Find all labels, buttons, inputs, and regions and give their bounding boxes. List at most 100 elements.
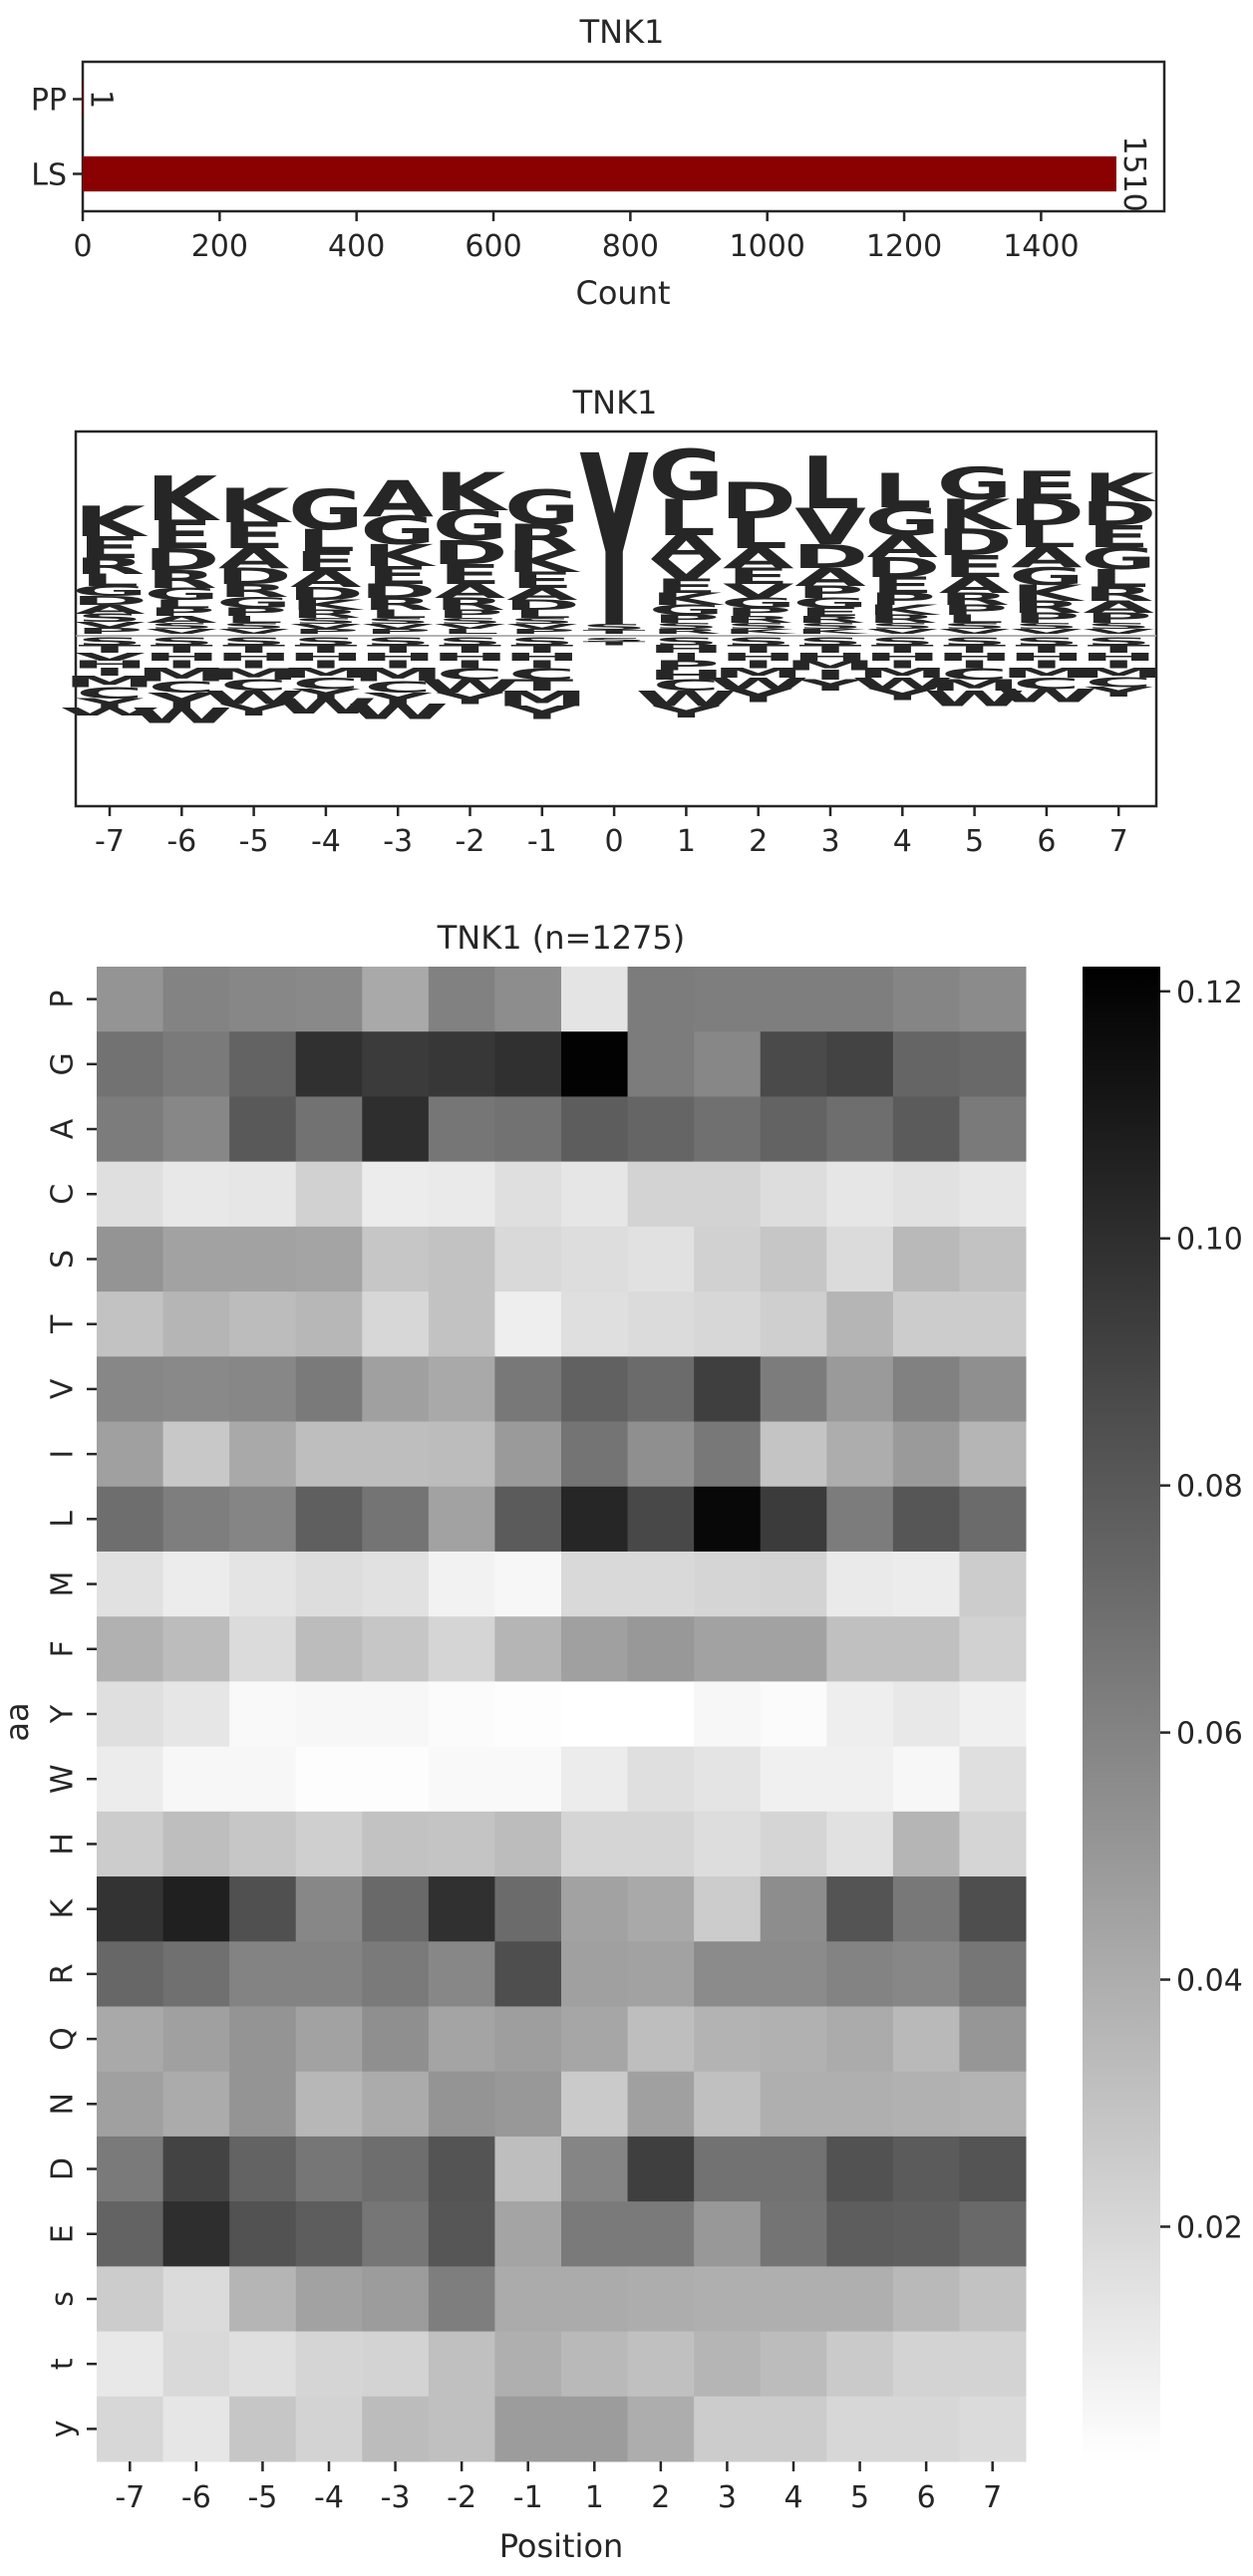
heatmap-cell (295, 2331, 363, 2398)
heatmap-cell (494, 2331, 562, 2398)
heatmap-cell (229, 1096, 297, 1163)
heatmap-y-tick-label: P (46, 991, 81, 1008)
heatmap-cell (295, 1031, 363, 1097)
heatmap-cell (959, 2266, 1027, 2333)
heatmap-cell (428, 1291, 495, 1357)
heatmap-cell (428, 1941, 495, 2007)
heatmap-cell (295, 1551, 363, 1617)
heatmap-cell (428, 1031, 495, 1097)
heatmap-cell (694, 1486, 762, 1553)
logo-letter-S: S (77, 612, 144, 625)
logo-letter-S: S (869, 636, 936, 648)
heatmap-cell (694, 1031, 762, 1097)
heatmap-cell (892, 2201, 960, 2267)
logo-letter-D: D (215, 563, 292, 589)
heatmap-cell (494, 2266, 562, 2333)
heatmap-cell (229, 1681, 297, 1748)
heatmap-cell (627, 1421, 695, 1488)
heatmap-cell (627, 2331, 695, 2398)
heatmap-cell (627, 1226, 695, 1292)
heatmap-y-tick-label: S (46, 1250, 81, 1269)
heatmap-cell (97, 2006, 164, 2073)
heatmap-cell (97, 1876, 164, 1942)
heatmap-cell (694, 1161, 762, 1228)
bar-LS (83, 155, 1116, 192)
heatmap-cell (561, 1811, 629, 1877)
heatmap-cell (494, 2136, 562, 2202)
logo-letter-K: K (506, 544, 581, 580)
heatmap-cell (97, 2266, 164, 2333)
heatmap-cell (892, 1291, 960, 1357)
heatmap-y-tick-label: I (46, 1450, 81, 1459)
logo-letter-S: S (653, 636, 720, 648)
heatmap-cell (627, 1941, 695, 2007)
logo-letter-D: D (144, 542, 220, 578)
heatmap-cell (627, 967, 695, 1032)
logo-x-tick-label: 5 (965, 824, 984, 859)
logo-letter-V: V (435, 623, 506, 631)
bar-x-tick-label: 600 (465, 229, 521, 264)
heatmap-cell (627, 1291, 695, 1357)
heatmap-cell (826, 2396, 894, 2462)
logo-letter-R: R (867, 613, 938, 626)
heatmap-cell (97, 1616, 164, 1682)
heatmap-cell (760, 2006, 827, 2073)
heatmap-cell (97, 1291, 164, 1357)
heatmap-cell (428, 1746, 495, 1813)
logo-letter-T: T (367, 643, 430, 655)
heatmap-cell (295, 1746, 363, 1813)
logo-letter-E: E (1088, 519, 1150, 555)
logo-letter-S: S (725, 621, 791, 631)
heatmap-cell (959, 1746, 1027, 1813)
colorbar-tick-label: 0.10 (1176, 1223, 1243, 1258)
logo-letter-C: C (1085, 675, 1152, 690)
logo-letter-T: T (871, 643, 934, 655)
heatmap-y-tick-label: W (46, 1764, 81, 1794)
logo-letter-P: P (868, 589, 936, 609)
heatmap-cell (760, 1486, 827, 1553)
logo-letter-P: P (76, 626, 144, 636)
heatmap-cell (97, 2331, 164, 2398)
heatmap-cell (162, 1811, 230, 1877)
logo-letter-D: D (936, 522, 1013, 564)
heatmap-cell (561, 1291, 629, 1357)
logo-x-tick-label: -1 (527, 824, 557, 859)
heatmap-cell (959, 1161, 1027, 1228)
logo-letter-L: L (512, 608, 571, 621)
heatmap-cell (162, 1941, 230, 2007)
logo-letter-G: G (937, 459, 1013, 511)
logo-letter-E: E (294, 546, 357, 578)
heatmap-cell (428, 1161, 495, 1228)
heatmap-x-tick-label: 6 (917, 2480, 936, 2515)
heatmap-cell (162, 2331, 230, 2398)
heatmap-cell (561, 967, 629, 1032)
logo-letter-M: M (64, 673, 156, 692)
logo-letter-E: E (943, 549, 1006, 585)
logo-letter-P: P (725, 606, 792, 619)
heatmap-cell (892, 2136, 960, 2202)
heatmap-cell (627, 2136, 695, 2202)
logo-letter-S: S (293, 616, 360, 626)
heatmap-y-tick-label: t (46, 2358, 81, 2370)
logo-letter-T: T (798, 643, 861, 655)
heatmap-cell (295, 1421, 363, 1488)
heatmap-cell (362, 1421, 430, 1488)
heatmap-cell (959, 1551, 1027, 1617)
logo-letter-K: K (723, 628, 797, 636)
logo-letter-R: R (435, 594, 505, 614)
heatmap-cell (97, 1811, 164, 1877)
heatmap-cell (362, 2396, 430, 2462)
heatmap-cell (694, 967, 762, 1032)
heatmap-cell (295, 967, 363, 1032)
logo-letter-Y: Y (652, 703, 722, 721)
heatmap-cell (694, 1291, 762, 1357)
heatmap-cell (561, 1746, 629, 1813)
heatmap-cell (428, 1226, 495, 1292)
heatmap-cell (760, 1031, 827, 1097)
logo-x-tick-label: -2 (456, 824, 485, 859)
heatmap-cell (362, 967, 430, 1032)
heatmap-cell (959, 1811, 1027, 1877)
logo-letter-A: A (290, 566, 361, 592)
colorbar-tick-label: 0.02 (1176, 2210, 1243, 2245)
